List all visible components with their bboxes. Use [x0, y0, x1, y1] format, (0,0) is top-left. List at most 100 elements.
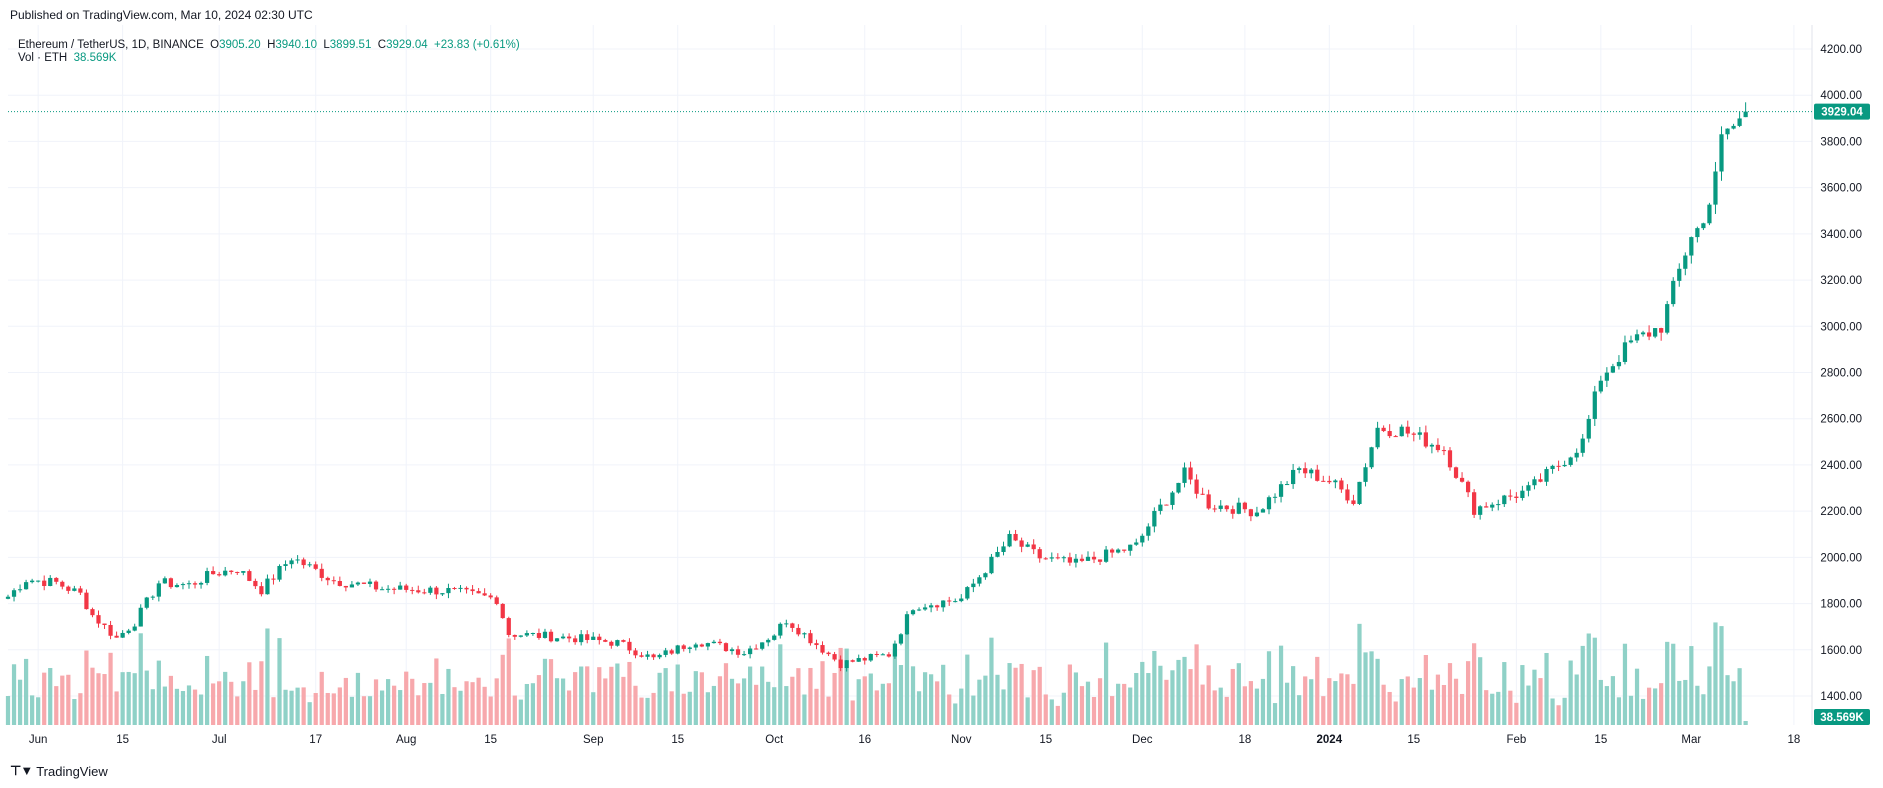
- volume-bar: [283, 689, 288, 725]
- volume-bar: [669, 691, 674, 725]
- candle-body: [772, 635, 777, 640]
- candle-body: [434, 587, 439, 595]
- volume-bar: [325, 692, 330, 725]
- candle-body: [989, 556, 994, 574]
- volume-bar: [277, 638, 282, 725]
- symbol-label: Ethereum / TetherUS, 1D, BINANCE: [18, 39, 204, 51]
- candle-body: [60, 581, 65, 587]
- candle-body: [1158, 504, 1163, 511]
- volume-bar: [573, 672, 578, 725]
- candle-body: [1103, 549, 1109, 562]
- candle-body: [579, 634, 584, 643]
- volume-bar: [313, 693, 318, 725]
- candle-body: [464, 587, 469, 590]
- volume-bar: [657, 672, 662, 725]
- open-value: 3905.20: [219, 39, 261, 51]
- candle-body: [898, 634, 904, 644]
- candle-body: [760, 642, 765, 649]
- volume-bar: [826, 696, 831, 725]
- volume-bar: [941, 664, 946, 725]
- candle-body: [476, 591, 481, 594]
- volume-bar: [995, 674, 1000, 725]
- volume-bar: [5, 696, 11, 725]
- candle-body: [591, 636, 596, 640]
- volume-bar: [126, 671, 131, 725]
- y-tick-label: 4000.00: [1820, 90, 1862, 102]
- volume-bar: [1556, 705, 1561, 725]
- candle-body: [325, 577, 330, 581]
- candle-body: [566, 636, 572, 639]
- volume-bar: [174, 688, 180, 725]
- candle-body: [114, 635, 119, 638]
- volume-bar: [506, 638, 511, 725]
- candle-body: [754, 648, 759, 650]
- low-label: L: [323, 39, 330, 51]
- volume-bar: [856, 679, 861, 725]
- volume-bar: [886, 683, 891, 725]
- volume-bar: [1061, 692, 1066, 725]
- candle-body: [96, 615, 101, 624]
- x-tick-label: Oct: [765, 734, 784, 746]
- candle-body: [1417, 432, 1422, 435]
- volume-bar: [880, 683, 885, 725]
- candle-body: [500, 603, 505, 619]
- volume-bar: [331, 693, 336, 725]
- candle-body: [1465, 481, 1471, 493]
- candle-body: [977, 577, 982, 584]
- volume-bar: [741, 678, 747, 725]
- candle-body: [355, 582, 361, 585]
- candle-body: [953, 601, 958, 603]
- volume-bar: [1387, 691, 1392, 725]
- volume-bar: [1737, 668, 1742, 725]
- footer-brand[interactable]: ⊤▼ TradingView: [10, 763, 108, 779]
- candle-body: [1206, 494, 1211, 509]
- volume-bar: [385, 679, 391, 725]
- candle-body: [253, 580, 258, 587]
- candle-body: [1278, 484, 1284, 497]
- volume-bar: [48, 667, 53, 725]
- candle-body: [729, 649, 735, 652]
- candle-body: [404, 585, 409, 590]
- volume-bar: [1327, 678, 1332, 725]
- volume-bar: [868, 673, 873, 725]
- candle-body: [856, 658, 861, 662]
- candle-body: [675, 645, 680, 654]
- volume-bar: [17, 679, 23, 725]
- volume-bar: [1465, 661, 1471, 725]
- candle-body: [1182, 467, 1187, 483]
- candle-body: [247, 571, 252, 581]
- volume-bar: [814, 688, 819, 725]
- volume-bar: [60, 675, 65, 725]
- volume-bar: [464, 681, 469, 725]
- volume-bar: [796, 668, 801, 725]
- candle-body: [422, 592, 427, 594]
- volume-bar: [1574, 674, 1579, 725]
- candle-body: [1453, 467, 1459, 478]
- candle-body: [826, 652, 831, 655]
- volume-bar: [1049, 699, 1054, 725]
- y-tick-label: 2600.00: [1820, 414, 1862, 426]
- volume-bar: [560, 678, 566, 725]
- candle-body: [1188, 467, 1193, 480]
- candle-body: [1622, 342, 1628, 362]
- candle-body: [416, 590, 421, 593]
- candle-body: [657, 654, 662, 658]
- volume-bar: [603, 678, 608, 725]
- candle-body: [1291, 469, 1296, 485]
- candle-body: [1037, 549, 1042, 559]
- candle-body: [1616, 361, 1622, 367]
- volume-bar: [1164, 679, 1169, 725]
- candle-body: [645, 654, 650, 657]
- candle-body: [1284, 484, 1290, 486]
- volume-bar: [1520, 665, 1525, 725]
- y-tick-label: 3800.00: [1820, 136, 1862, 148]
- volume-bar: [1719, 626, 1724, 725]
- candle-body: [1025, 544, 1030, 547]
- candle-body: [138, 607, 143, 627]
- candle-body: [573, 638, 578, 643]
- candle-body: [1097, 559, 1103, 562]
- candle-body: [766, 639, 771, 643]
- volume-bar: [651, 692, 656, 725]
- volume-bar: [265, 628, 270, 725]
